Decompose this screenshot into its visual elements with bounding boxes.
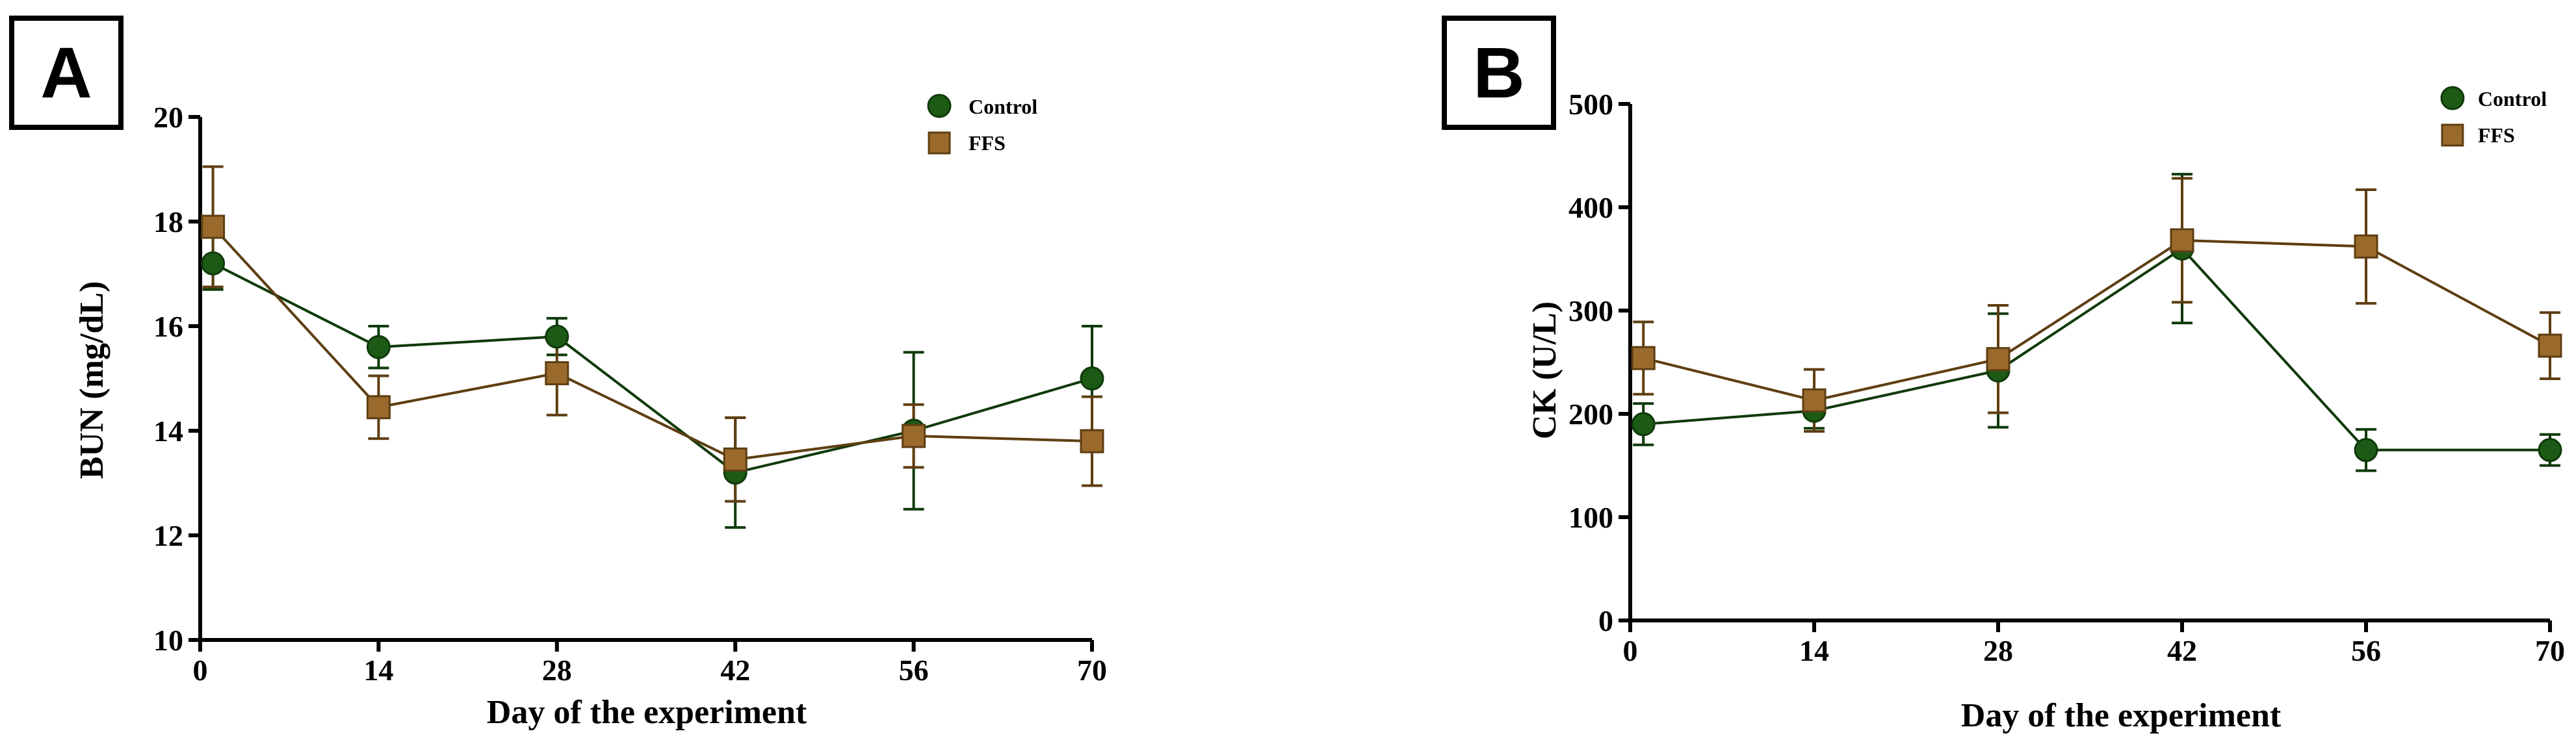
- series-line-control: [1643, 246, 2550, 452]
- legend-ffs-label: FFS: [2478, 123, 2515, 147]
- y-tick-label: 10: [153, 624, 183, 657]
- panel-letter: B: [1473, 33, 1524, 113]
- y-tick-label: 16: [153, 310, 183, 343]
- axes: 0 100 200 300 400 500 0 14 28 42 56 70: [1568, 88, 2565, 667]
- data-point-ffs: [723, 447, 748, 472]
- data-point-ffs: [2170, 228, 2194, 253]
- x-tick-label: 70: [2535, 634, 2565, 667]
- panel-letter-box: [9, 16, 124, 130]
- x-axis-title: Day of the experiment: [1961, 697, 2282, 734]
- data-point-control: [2538, 438, 2562, 463]
- x-tick-label: 56: [899, 654, 929, 687]
- x-tick-label: 14: [363, 654, 393, 687]
- data-point-ffs: [1986, 347, 2010, 372]
- x-tick-label: 14: [1799, 634, 1829, 667]
- axes: 10 12 14 16 18 20 0 14 28 42 56 70: [153, 101, 1107, 687]
- legend-control-marker: [2440, 86, 2465, 110]
- legend-ffs-marker: [2441, 123, 2464, 147]
- data-point-ffs: [1080, 429, 1104, 453]
- data-point-control: [201, 251, 226, 275]
- y-axis-title: BUN (mg/dL): [73, 281, 111, 479]
- data-point-control: [1631, 412, 1656, 437]
- panel-letter-box: [1442, 16, 1556, 130]
- legend: Control FFS: [927, 94, 1037, 155]
- y-tick-label: 300: [1568, 294, 1613, 327]
- x-tick-label: 42: [2167, 634, 2197, 667]
- legend-ffs-marker: [928, 131, 951, 155]
- y-tick-label: 500: [1568, 88, 1613, 121]
- legend: Control FFS: [2440, 86, 2547, 147]
- y-tick-label: 200: [1568, 398, 1613, 431]
- x-tick-label: 42: [720, 654, 750, 687]
- legend-control-marker: [927, 94, 952, 118]
- legend-control-label: Control: [969, 95, 1037, 118]
- legend-ffs-label: FFS: [969, 131, 1006, 155]
- data-point-control: [2354, 438, 2378, 463]
- x-axis-title: Day of the experiment: [487, 694, 807, 731]
- panel-letter: A: [40, 33, 92, 113]
- data-point-ffs: [1802, 388, 1827, 413]
- data-point-ffs: [366, 395, 391, 420]
- y-tick-label: 18: [153, 205, 183, 238]
- x-tick-label: 28: [542, 654, 572, 687]
- data-point-control: [545, 324, 569, 349]
- x-tick-label: 0: [193, 654, 208, 687]
- x-tick-label: 56: [2351, 634, 2381, 667]
- y-tick-label: 20: [153, 101, 183, 134]
- data-point-ffs: [2538, 333, 2562, 358]
- data-point-ffs: [2354, 234, 2378, 259]
- y-tick-label: 14: [153, 415, 183, 448]
- panel-b: B CK (U/L) Day of the experiment 0 100 200…: [1442, 16, 2565, 734]
- x-tick-label: 0: [1623, 634, 1638, 667]
- data-point-ffs: [201, 214, 226, 239]
- series-layer: [1631, 173, 2562, 472]
- legend-control-label: Control: [2478, 87, 2547, 110]
- data-point-ffs: [902, 424, 926, 448]
- y-tick-label: 400: [1568, 191, 1613, 224]
- series-line-ffs: [212, 225, 1093, 461]
- data-point-control: [366, 335, 391, 359]
- data-point-ffs: [1631, 346, 1656, 370]
- x-tick-label: 70: [1077, 654, 1107, 687]
- series-layer: [201, 165, 1104, 529]
- y-axis-title: CK (U/L): [1526, 301, 1563, 439]
- y-tick-label: 100: [1568, 501, 1613, 534]
- y-tick-label: 0: [1598, 604, 1613, 637]
- x-tick-label: 28: [1983, 634, 2013, 667]
- series-line-control: [212, 262, 1093, 474]
- y-tick-label: 12: [153, 519, 183, 552]
- panel-a: A BUN (mg/dL) Day of the experiment 10 12…: [9, 16, 1107, 731]
- data-point-control: [1080, 366, 1104, 390]
- series-line-ffs: [1643, 238, 2551, 402]
- data-point-ffs: [545, 361, 569, 385]
